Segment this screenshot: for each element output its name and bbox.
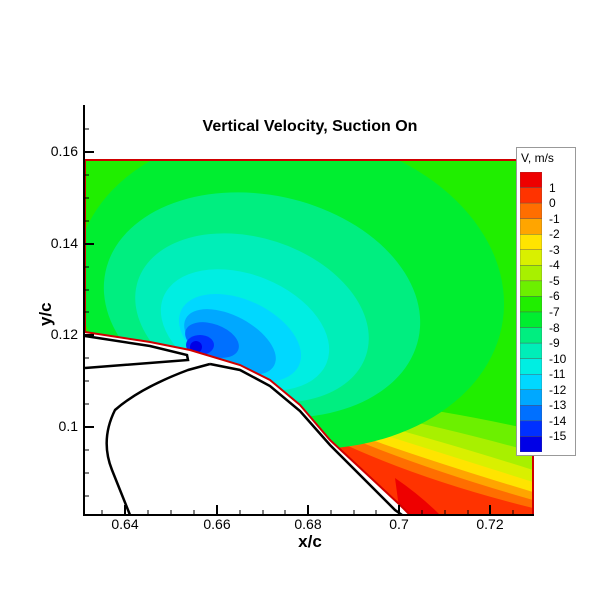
colorbar-level-label: -8 <box>549 320 560 335</box>
colorbar-level-label: -6 <box>549 289 560 304</box>
colorbar-level-label: -14 <box>549 413 567 428</box>
y-tick-label: 0.12 <box>50 326 78 342</box>
y-tick-label: 0.14 <box>50 235 78 251</box>
y-axis-label: y/c <box>36 302 55 326</box>
colorbar-swatches <box>520 172 542 452</box>
x-tick-label: 0.7 <box>389 516 409 532</box>
axes <box>83 105 534 516</box>
colorbar-level-label: -11 <box>549 367 566 382</box>
x-tick-label: 0.68 <box>294 516 322 532</box>
colorbar-level-label: 0 <box>549 196 556 211</box>
colorbar-level-label: -5 <box>549 273 560 288</box>
colorbar-title: V, m/s <box>521 151 554 165</box>
colorbar-level-label: -12 <box>549 382 567 397</box>
x-tick-label: 0.66 <box>203 516 231 532</box>
colorbar-level-label: -1 <box>549 211 560 226</box>
colorbar-legend: V, m/s 1 0 -1 -2 -3 -4 -5 -6 -7 -8 -9 -10 -11 -12 -13-… <box>516 147 576 456</box>
colorbar-level-label: -9 <box>549 336 560 351</box>
airfoil-geometry <box>84 334 403 517</box>
y-tick-label: 0.1 <box>58 418 78 434</box>
colorbar-level-label: -10 <box>549 351 567 366</box>
colorbar-level-label: -2 <box>549 227 560 242</box>
colorbar-level-label: -3 <box>549 242 560 257</box>
chart-title: Vertical Velocity, Suction On <box>202 118 418 135</box>
colorbar-level-label: -15 <box>549 429 567 444</box>
colorbar-level-label: -4 <box>549 258 560 273</box>
contour-field <box>85 160 533 515</box>
x-tick-label: 0.64 <box>111 516 139 532</box>
colorbar-level-label: 1 <box>549 180 556 195</box>
colorbar-level-label: -13 <box>549 398 567 413</box>
x-tick-label: 0.72 <box>476 516 504 532</box>
x-axis-label: x/c <box>298 532 322 551</box>
y-tick-label: 0.16 <box>50 143 78 159</box>
colorbar-level-label: -7 <box>549 305 560 319</box>
